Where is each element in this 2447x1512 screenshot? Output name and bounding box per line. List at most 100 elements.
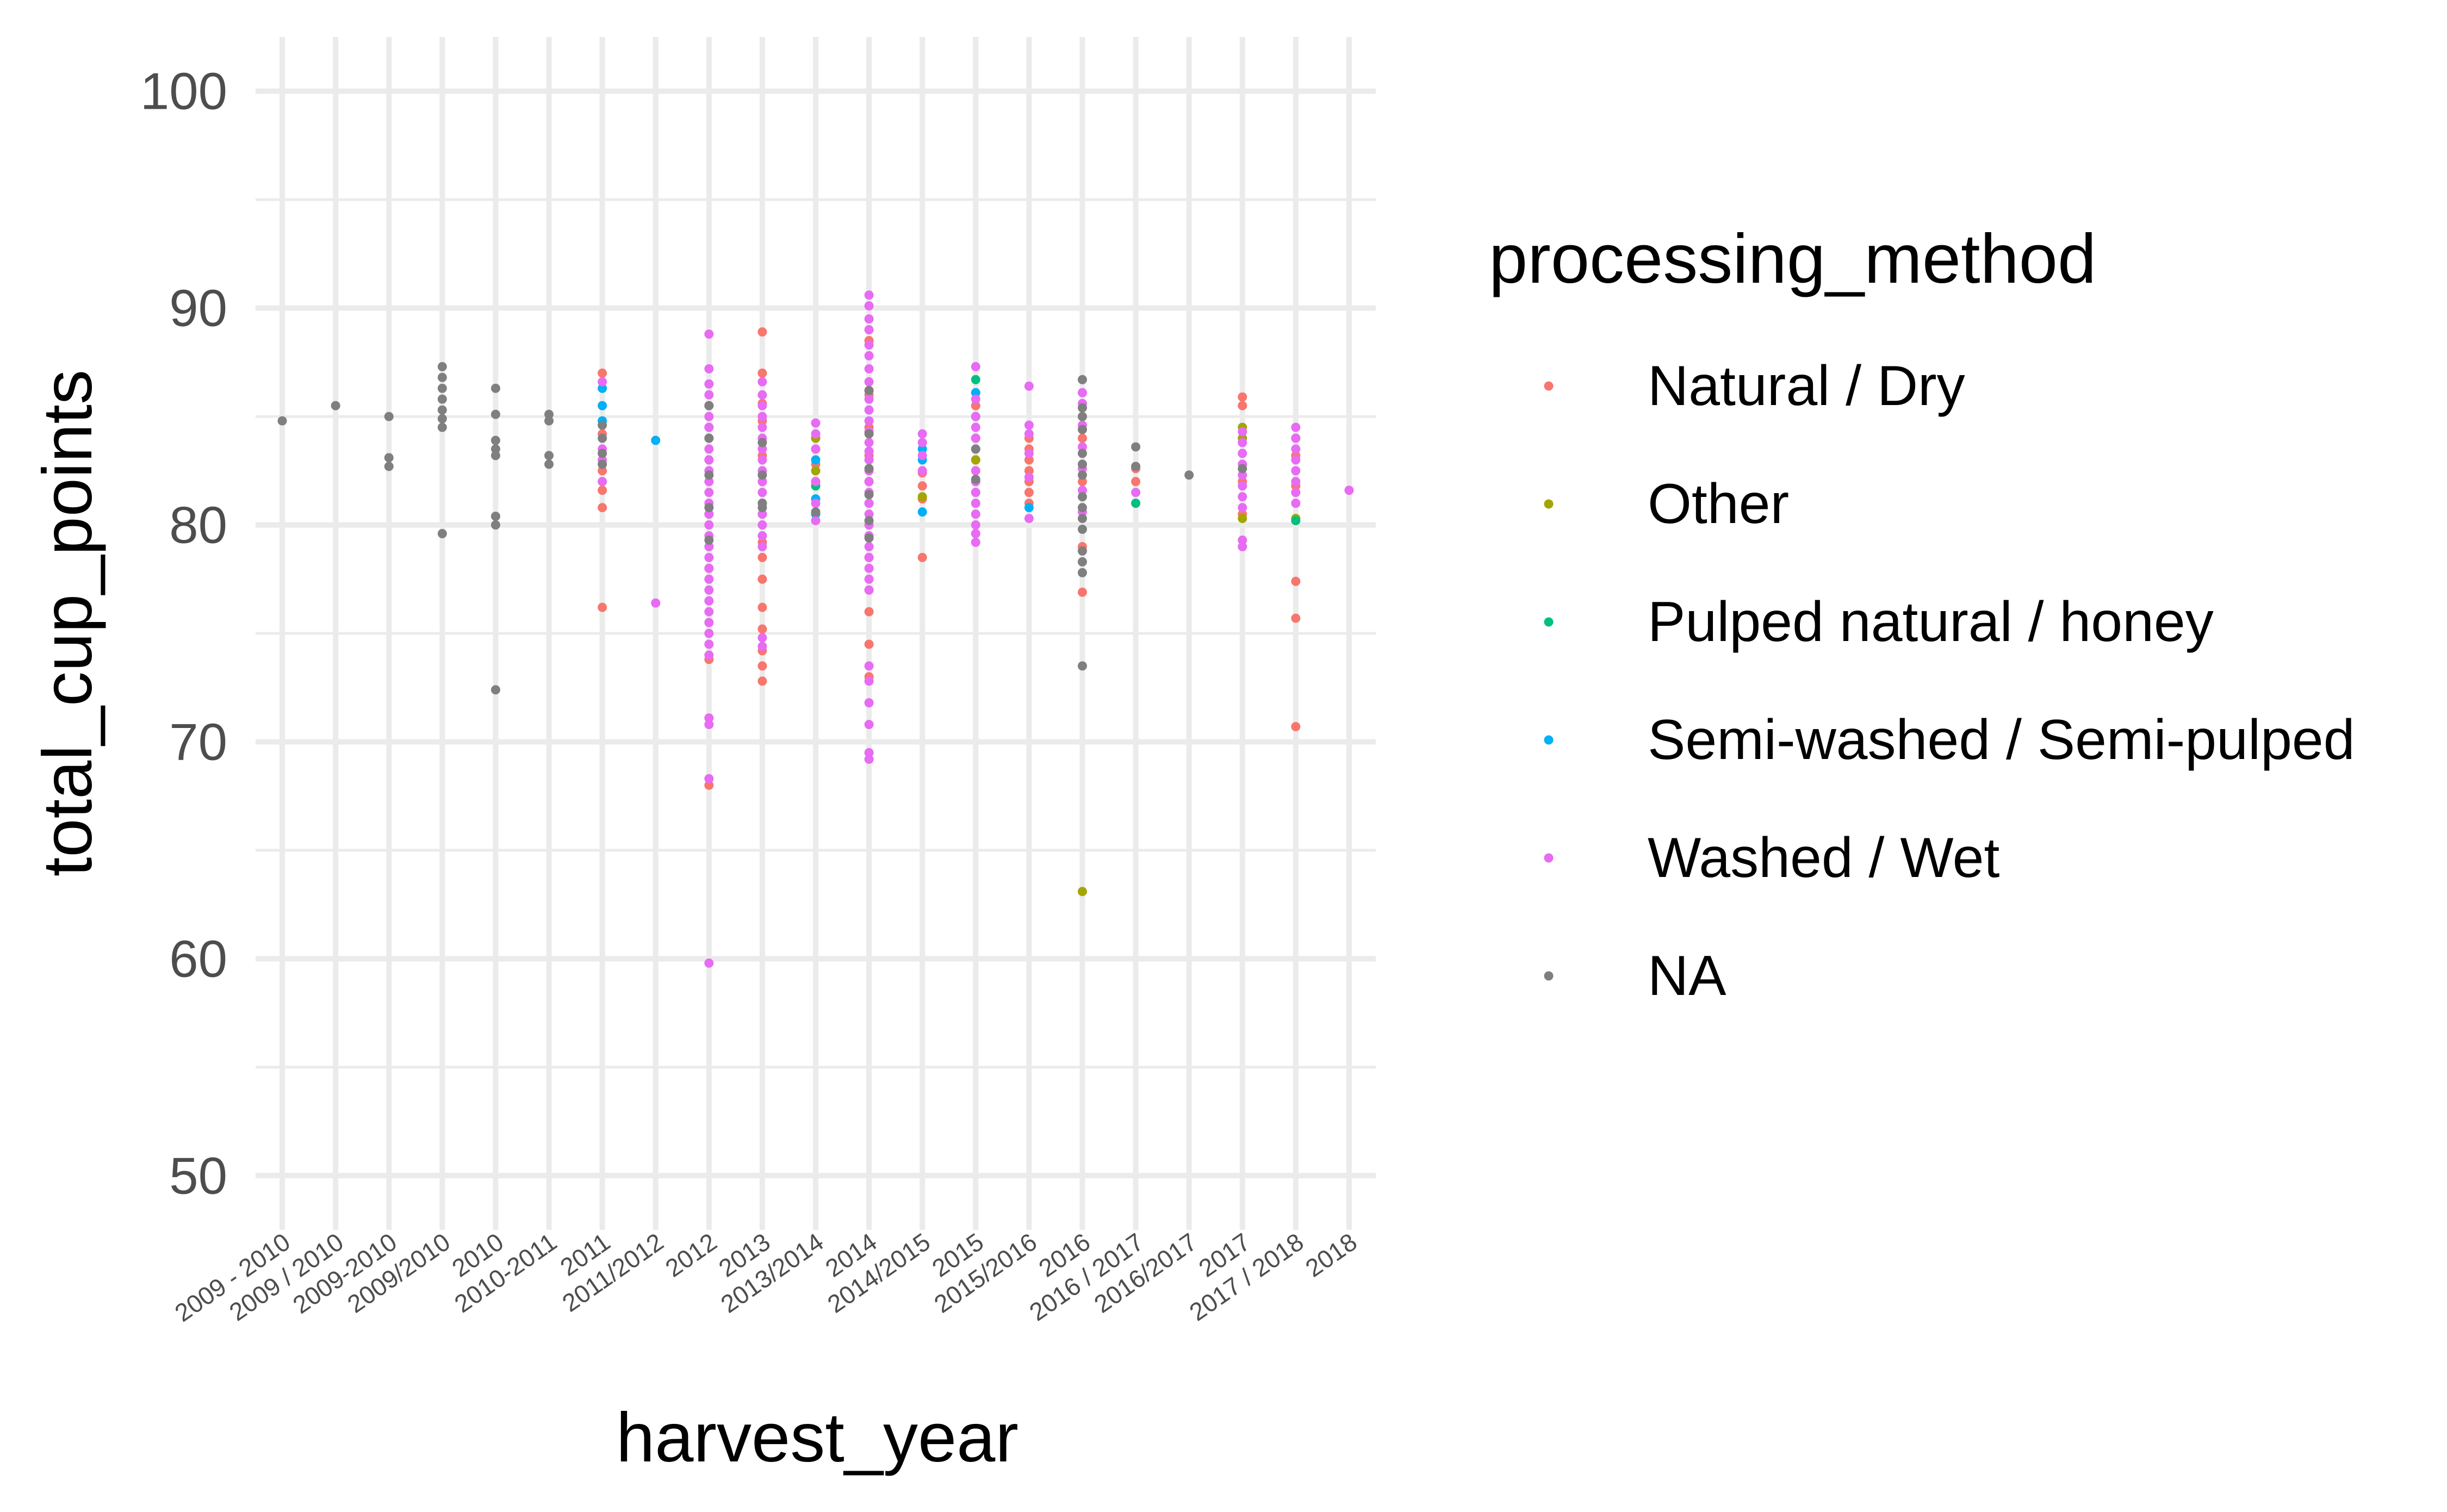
data-point — [864, 490, 874, 500]
legend-key — [1544, 853, 1554, 863]
y-tick-label: 70 — [169, 713, 227, 771]
data-point — [437, 414, 447, 424]
grid-major — [256, 37, 1376, 1230]
data-point — [971, 444, 980, 454]
data-point — [1077, 477, 1087, 487]
data-point — [598, 503, 607, 513]
data-point — [598, 383, 607, 393]
data-point — [757, 624, 767, 634]
data-point — [1024, 429, 1034, 439]
data-point — [704, 364, 714, 374]
data-point — [1344, 486, 1354, 495]
x-axis-title: harvest_year — [616, 1399, 1018, 1477]
y-tick-label: 50 — [169, 1147, 227, 1205]
data-point — [864, 499, 874, 508]
data-point — [277, 416, 287, 426]
legend-label: Other — [1648, 472, 1789, 536]
data-point — [1238, 449, 1247, 458]
data-point — [1291, 444, 1301, 454]
data-point — [811, 499, 821, 508]
data-point — [704, 639, 714, 649]
data-point — [490, 451, 500, 461]
data-point — [757, 488, 767, 497]
legend-title: processing_method — [1489, 220, 2096, 298]
data-point — [864, 455, 874, 465]
data-point — [490, 383, 500, 393]
data-point — [1024, 466, 1034, 476]
data-point — [1024, 381, 1034, 391]
data-point — [864, 340, 874, 350]
data-point — [757, 438, 767, 447]
data-point — [917, 451, 927, 461]
data-point — [1184, 470, 1194, 480]
data-point — [757, 552, 767, 562]
data-point — [598, 368, 607, 378]
data-point — [1024, 488, 1034, 497]
data-point — [598, 602, 607, 612]
data-point — [704, 503, 714, 513]
data-point — [864, 446, 874, 456]
data-point — [490, 520, 500, 530]
data-point — [1291, 477, 1301, 487]
data-point — [811, 418, 821, 428]
data-point — [704, 563, 714, 573]
legend-label: Natural / Dry — [1648, 354, 1965, 418]
data-point — [598, 466, 607, 476]
data-point — [1077, 661, 1087, 671]
data-point — [757, 531, 767, 540]
legend-label: Pulped natural / honey — [1648, 590, 2214, 654]
data-point — [1291, 455, 1301, 465]
data-point — [704, 574, 714, 584]
data-point — [651, 435, 661, 445]
data-point — [971, 401, 980, 410]
data-point — [757, 661, 767, 671]
data-point — [704, 433, 714, 443]
legend-label: Semi-washed / Semi-pulped — [1648, 708, 2355, 771]
data-point — [811, 477, 821, 487]
data-point — [864, 429, 874, 439]
data-point — [864, 639, 874, 649]
data-point — [864, 574, 874, 584]
data-point — [757, 676, 767, 686]
data-point — [757, 503, 767, 513]
data-point — [437, 422, 447, 432]
data-point — [757, 412, 767, 421]
data-point — [757, 377, 767, 387]
data-point — [971, 509, 980, 519]
data-point — [437, 529, 447, 539]
data-point — [1077, 375, 1087, 384]
data-point — [704, 958, 714, 968]
data-point — [917, 481, 927, 491]
y-axis-title: total_cup_points — [29, 370, 107, 876]
data-point — [757, 368, 767, 378]
data-point — [704, 477, 714, 487]
data-point — [971, 466, 980, 476]
data-point — [757, 509, 767, 519]
data-point — [704, 412, 714, 421]
data-point — [1077, 433, 1087, 443]
data-point — [704, 390, 714, 400]
data-point — [864, 661, 874, 671]
data-point — [757, 574, 767, 584]
data-point — [864, 325, 874, 335]
data-point — [864, 385, 874, 395]
data-point — [1024, 455, 1034, 465]
legend-key — [1544, 617, 1554, 627]
data-point — [757, 602, 767, 612]
data-point — [437, 394, 447, 404]
y-tick-label: 100 — [140, 63, 227, 121]
data-point — [544, 416, 554, 426]
data-point — [704, 607, 714, 617]
data-point — [864, 364, 874, 374]
data-point — [917, 507, 927, 517]
data-point — [704, 520, 714, 530]
legend-label: NA — [1648, 944, 1726, 1007]
legend-key — [1544, 381, 1554, 391]
data-point — [757, 444, 767, 454]
data-point — [811, 516, 821, 526]
data-point — [490, 685, 500, 695]
data-point — [704, 713, 714, 723]
data-points — [277, 290, 1354, 968]
data-point — [1291, 422, 1301, 432]
